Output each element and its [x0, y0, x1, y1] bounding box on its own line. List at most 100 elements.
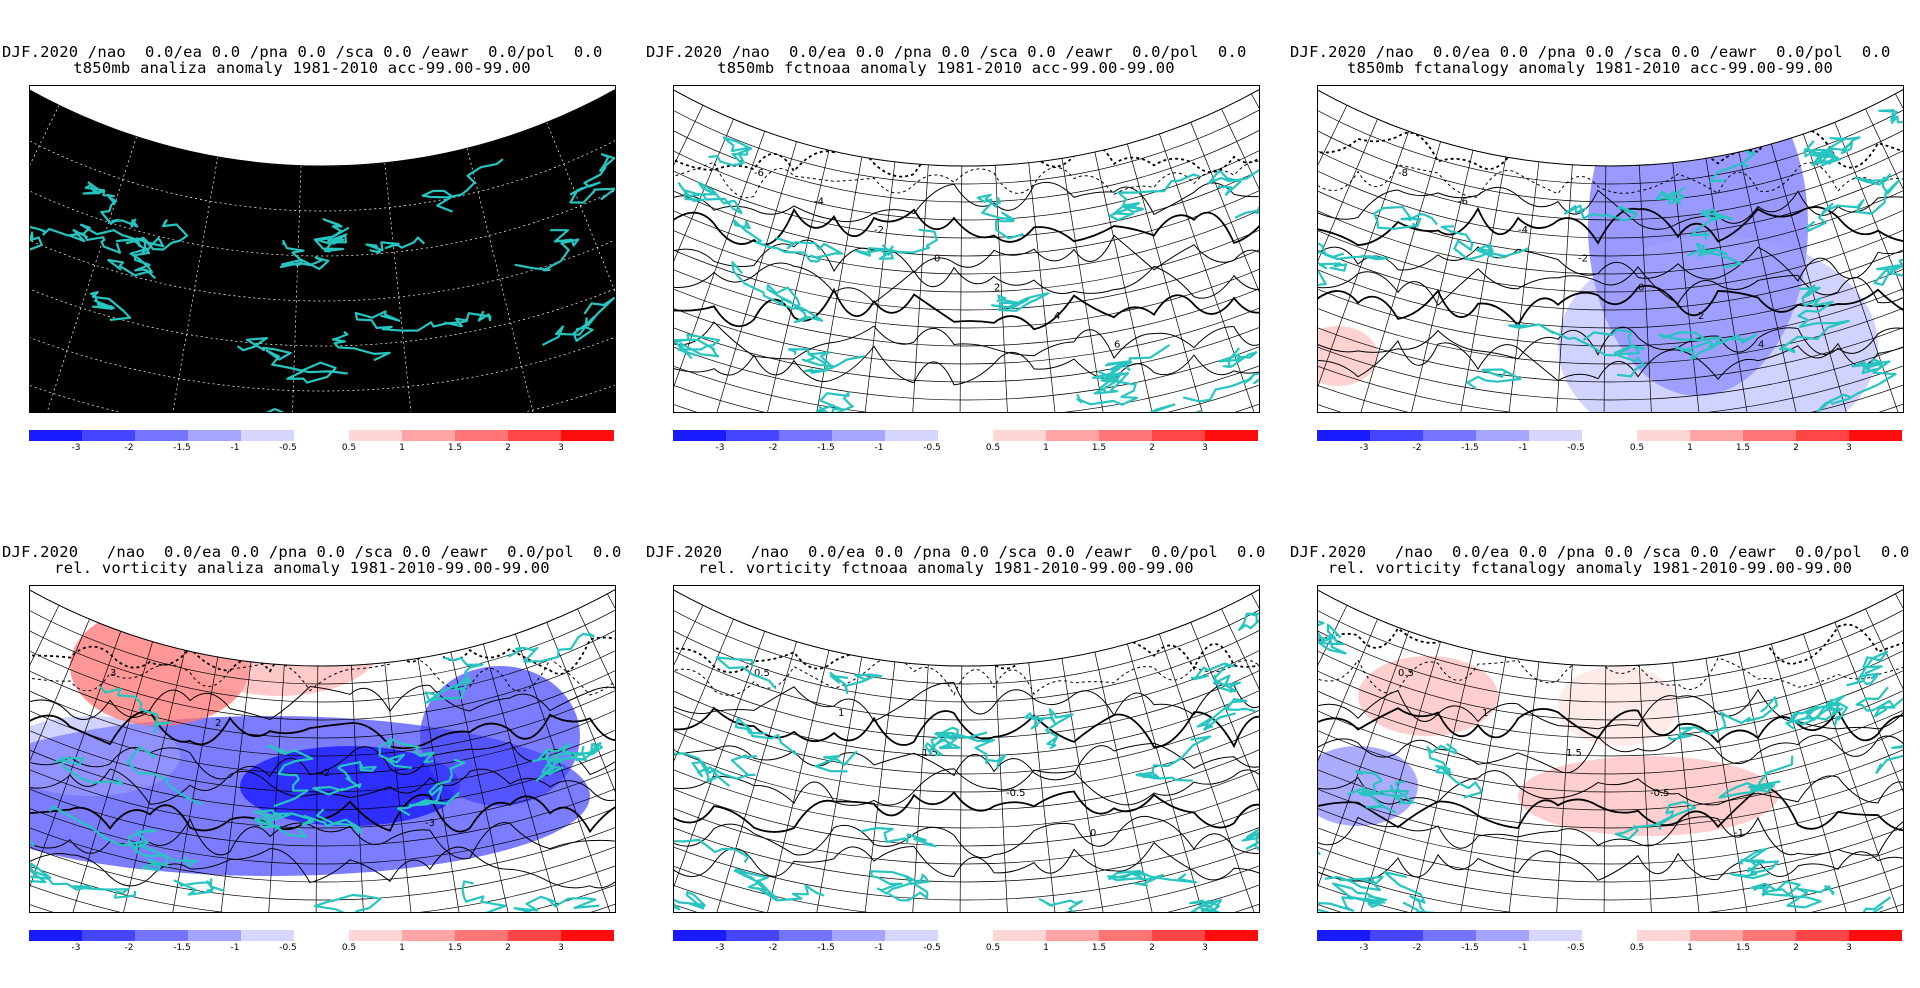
colorbar-label: 0.5: [341, 443, 357, 453]
colorbar-swatch: [1370, 430, 1423, 441]
colorbar-swatch: [779, 430, 832, 441]
colorbar-label: -1.5: [1461, 943, 1479, 953]
colorbar-label: -3: [1359, 943, 1369, 953]
panel-title-line1: DJF.2020 /nao 0.0/ea 0.0 /pna 0.0 /sca 0…: [2, 543, 622, 561]
colorbar-swatch: [188, 430, 241, 441]
colorbar-label: 1.5: [1735, 943, 1751, 953]
colorbar-swatch: [1529, 430, 1582, 441]
colorbar-label: -1: [874, 443, 884, 453]
map-frame: 0.5 1 1.5 -0.5 -1: [1317, 585, 1904, 913]
contour-label: 0.5: [754, 668, 770, 679]
colorbar-label: 3: [1846, 443, 1852, 453]
colorbar-label: -1: [230, 443, 240, 453]
colorbar-label: -0.5: [1567, 443, 1585, 453]
colorbar-swatch: [561, 430, 614, 441]
colorbar-positive: [993, 930, 1258, 941]
colorbar-swatch: [508, 430, 561, 441]
colorbar-swatch: [1476, 430, 1529, 441]
colorbar-label: 2: [1793, 443, 1799, 453]
map-frame: -8 -6 -4 -2 0 2 4: [1317, 85, 1904, 413]
colorbar-swatch: [241, 430, 294, 441]
colorbar-swatch: [993, 930, 1046, 941]
colorbar-swatch: [673, 430, 726, 441]
colorbar-swatch: [508, 930, 561, 941]
colorbar-label: 1: [1687, 443, 1693, 453]
panel-vort-analiza: DJF.2020 /nao 0.0/ea 0.0 /pna 0.0 /sca 0…: [2, 500, 622, 980]
colorbar-label: -2: [124, 443, 134, 453]
colorbar-label: 1.5: [1091, 943, 1107, 953]
colorbar-swatch: [726, 430, 779, 441]
colorbar-label: 1: [1043, 443, 1049, 453]
colorbar-positive: [1637, 430, 1902, 441]
map-domain: 0.5 1 1.5 -0.5 -1: [1318, 586, 1903, 912]
panel-t850-fctanalogy: DJF.2020 /nao 0.0/ea 0.0 /pna 0.0 /sca 0…: [1290, 0, 1904, 480]
contour-label: 2: [1698, 311, 1704, 322]
panel-title-line2: t850mb analiza anomaly 1981-2010 acc-99.…: [73, 59, 531, 77]
map-frame: 0.5 1 1.5 -0.5 0: [673, 585, 1260, 913]
colorbar-positive: [1637, 930, 1902, 941]
colorbar-swatch: [1849, 430, 1902, 441]
contour-label: -6: [1458, 197, 1468, 208]
colorbar-label: -0.5: [279, 943, 297, 953]
map-svg: 3 2 -2 -3: [30, 586, 615, 912]
colorbar-negative: [673, 930, 938, 941]
panel-title-line1: DJF.2020 /nao 0.0/ea 0.0 /pna 0.0 /sca 0…: [2, 43, 603, 61]
colorbar-label: 2: [505, 443, 511, 453]
colorbar-swatch: [1099, 430, 1152, 441]
colorbar-swatch: [779, 930, 832, 941]
panel-title-line2: rel. vorticity analiza anomaly 1981-2010…: [54, 559, 550, 577]
map-domain: [30, 86, 615, 412]
contour-label: -4: [1518, 225, 1528, 236]
contour-label: 6: [1114, 339, 1120, 350]
contour-label: -4: [814, 197, 824, 208]
colorbar-swatch: [832, 930, 885, 941]
colorbar-swatch: [1476, 930, 1529, 941]
colorbar-swatch: [188, 930, 241, 941]
colorbar-swatch: [1529, 930, 1582, 941]
contour-label: 1: [1482, 708, 1488, 719]
map-domain: 3 2 -2 -3: [30, 586, 615, 912]
colorbar-label: -1.5: [817, 943, 835, 953]
colorbar-label: -1: [1518, 443, 1528, 453]
colorbar-label: 0.5: [1629, 443, 1645, 453]
panel-title-line2: rel. vorticity fctanalogy anomaly 1981-2…: [1327, 559, 1853, 577]
colorbar-swatch: [1796, 930, 1849, 941]
colorbar-label: 1: [399, 943, 405, 953]
map-svg: -6 -4 -2 0 2 4 6: [674, 86, 1259, 412]
colorbar-label: 0.5: [1629, 943, 1645, 953]
contour-label: 1.5: [1566, 748, 1582, 759]
colorbar-label: 0.5: [985, 943, 1001, 953]
contour-label: 1: [838, 708, 844, 719]
colorbar-swatch: [885, 430, 938, 441]
colorbar-swatch: [885, 930, 938, 941]
panel-t850-fctnoaa: DJF.2020 /nao 0.0/ea 0.0 /pna 0.0 /sca 0…: [646, 0, 1260, 480]
colorbar-label: 3: [558, 943, 564, 953]
colorbar-label: 3: [1202, 443, 1208, 453]
colorbar-swatch: [241, 930, 294, 941]
colorbar-positive: [349, 430, 614, 441]
colorbar-swatch: [1637, 430, 1690, 441]
map-domain: -6 -4 -2 0 2 4 6: [674, 86, 1259, 412]
colorbar-label: 3: [1846, 943, 1852, 953]
colorbar-label: -1: [874, 943, 884, 953]
colorbar-label: -1: [1518, 943, 1528, 953]
colorbar-label: -1.5: [173, 443, 191, 453]
colorbar-swatch: [1317, 430, 1370, 441]
colorbar-swatch: [1205, 430, 1258, 441]
colorbar-swatch: [349, 930, 402, 941]
colorbar-negative: [673, 430, 938, 441]
contour-label: 4: [1758, 339, 1764, 350]
colorbar-swatch: [1637, 930, 1690, 941]
colorbar-label: -1.5: [817, 443, 835, 453]
colorbar-swatch: [726, 930, 779, 941]
colorbar-label: 1.5: [1735, 443, 1751, 453]
colorbar-swatch: [1743, 430, 1796, 441]
colorbar-label: 1: [1687, 943, 1693, 953]
colorbar-swatch: [1849, 930, 1902, 941]
colorbar-label: -3: [71, 943, 81, 953]
colorbar-label: -2: [124, 943, 134, 953]
contour-label: -2: [1578, 254, 1588, 265]
colorbar-swatch: [1317, 930, 1370, 941]
contour-label: -6: [754, 168, 764, 179]
colorbar-label: -3: [1359, 443, 1369, 453]
